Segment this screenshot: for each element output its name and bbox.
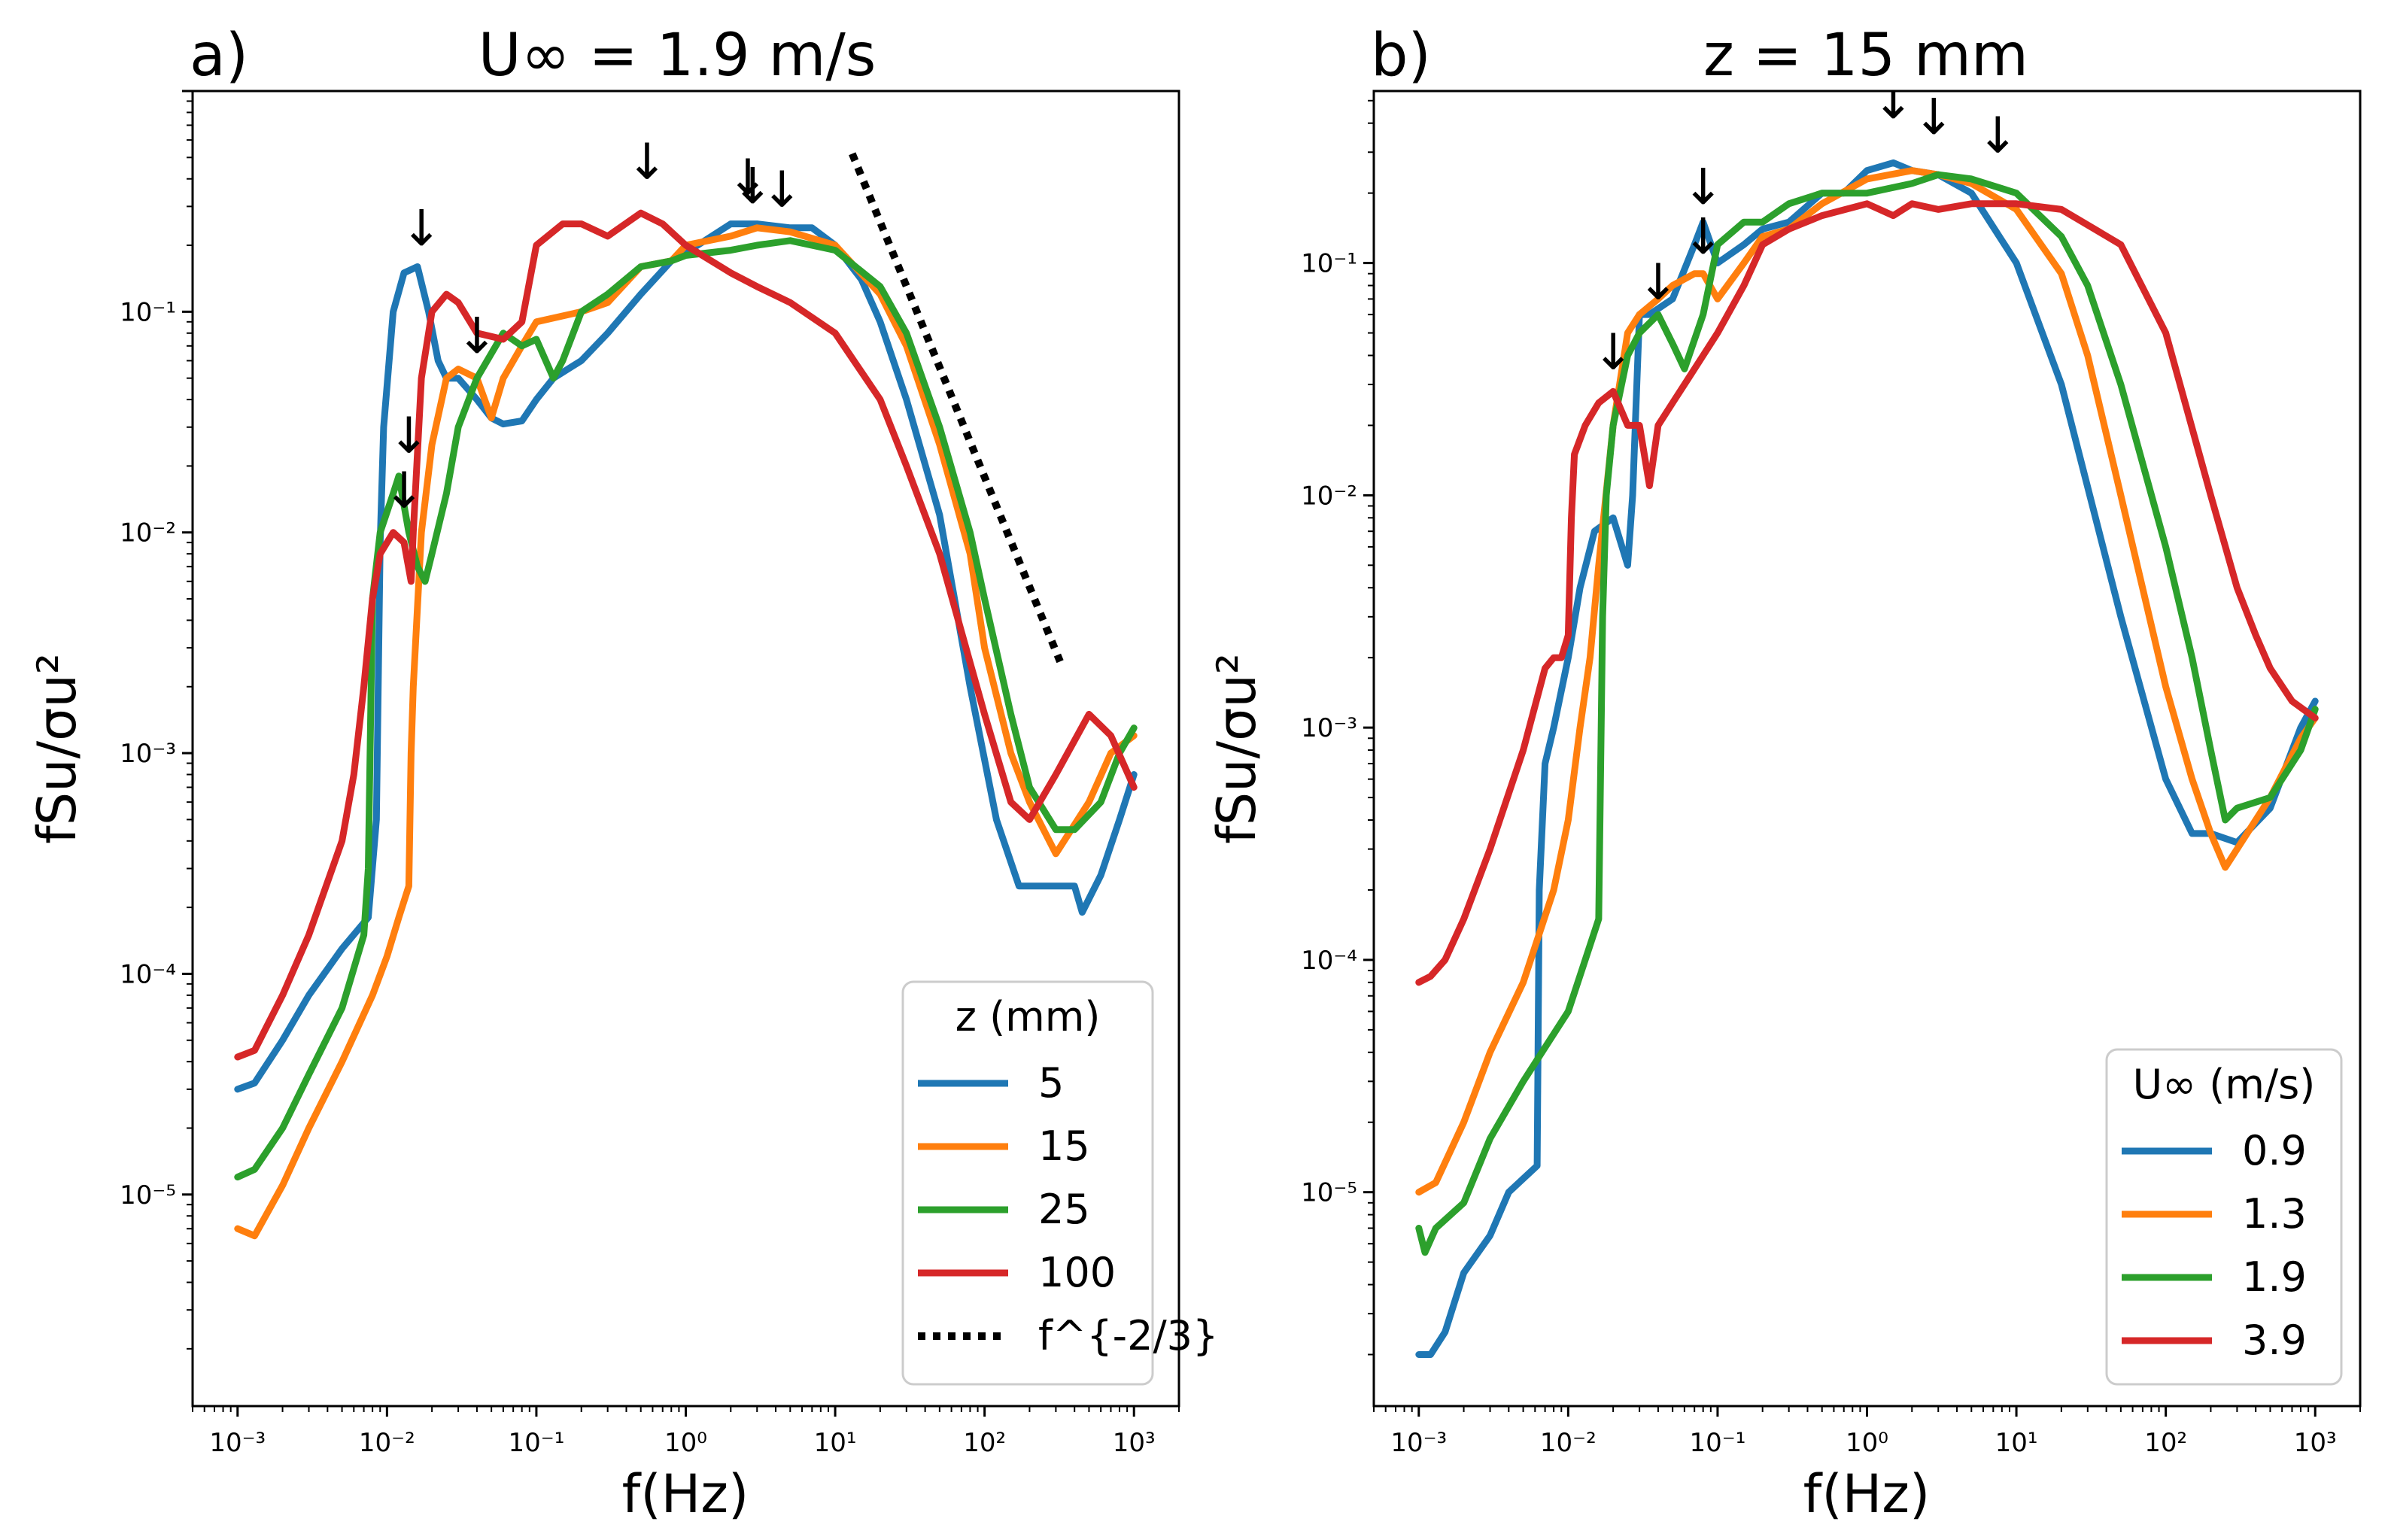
panel-b-series-1.3 xyxy=(1415,167,2319,1196)
panel-b-title: z = 15 mm xyxy=(1703,22,2028,90)
panel-a-series-5 xyxy=(234,220,1138,1093)
panel-b-arrow-annotation: ↓ xyxy=(1913,88,1955,146)
panel-b-label: b) xyxy=(1371,22,1431,90)
panel-a-y-tick-label: 10⁻⁴ xyxy=(120,959,176,989)
panel-b-arrow-annotation: ↓ xyxy=(1682,208,1724,266)
panel-a-arrow-annotation: ↓ xyxy=(626,133,667,191)
panel-b-series-1.9 xyxy=(1415,171,2319,1256)
panel-a-title: U∞ = 1.9 m/s xyxy=(479,22,877,90)
panel-b-arrow-annotation: ↓ xyxy=(1637,253,1679,311)
panel-a-y-tick-label: 10⁻³ xyxy=(120,739,176,769)
panel-a-plot-area: ↓↓↓↓↓ ↓↓↓ xyxy=(234,133,1138,1240)
panel-a-x-tick-label: 10⁻² xyxy=(359,1428,415,1458)
panel-b-legend-label: 3.9 xyxy=(2242,1317,2307,1364)
panel-a-y-axis-label: fSu/σu² xyxy=(26,653,88,844)
panel-b-legend: U∞ (m/s) 0.9 1.3 1.9 3.9 xyxy=(2105,1048,2343,1386)
panel-a-x-tick-label: 10² xyxy=(963,1428,1006,1458)
panel-b-arrow-annotation: ↓ xyxy=(1592,323,1633,381)
panel-a-arrow-annotation: ↓ xyxy=(388,407,430,465)
panel-b-legend-label: 0.9 xyxy=(2242,1127,2307,1174)
panel-a-arrow-annotation: ↓ xyxy=(400,199,442,257)
panel-b-arrow-annotation: ↓ xyxy=(1873,72,1914,130)
panel-a-legend-label: 25 xyxy=(1038,1186,1090,1233)
panel-b-legend-box xyxy=(2105,1048,2343,1386)
panel-b-legend-label: 1.3 xyxy=(2242,1190,2307,1238)
panel-b-arrow-annotation: ↓ xyxy=(1977,106,2019,164)
panel-a-label: a) xyxy=(190,22,248,90)
panel-a-series-power-law xyxy=(849,152,1064,664)
panel-a-x-tick-label: 10¹ xyxy=(814,1428,857,1458)
panel-a-arrow-annotation: ↓ xyxy=(456,307,497,365)
panel-b-legend-title: U∞ (m/s) xyxy=(2133,1061,2316,1108)
panel-b-x-tick-label: 10⁻¹ xyxy=(1690,1428,1746,1458)
panel-a-y-tick-label: 10⁻¹ xyxy=(120,297,176,327)
panel-a-x-ticks: 10⁻³ 10⁻² 10⁻¹ 10⁰ 10¹ 10² 10³ xyxy=(192,1406,1180,1458)
panel-a-legend-label: 5 xyxy=(1038,1059,1064,1107)
panel-a-x-tick-label: 10³ xyxy=(1113,1428,1156,1458)
panel-b-y-ticks: 10⁻⁵ 10⁻⁴ 10⁻³ 10⁻² 10⁻¹ xyxy=(1301,99,1374,1356)
panel-b-legend-label: 1.9 xyxy=(2242,1253,2307,1301)
panel-b-x-tick-label: 10⁰ xyxy=(1846,1428,1888,1458)
panel-b-y-tick-label: 10⁻³ xyxy=(1301,713,1357,743)
panel-a-x-tick-label: 10⁻³ xyxy=(209,1428,266,1458)
panel-b-plot-area: ↓↓↓↓↓↓ ↓ xyxy=(1415,72,2319,1358)
panel-b: b) z = 15 mm ↓↓↓↓↓↓ ↓ 10⁻³ 10⁻² 10⁻¹ 10⁰ 10¹ 1… xyxy=(1206,22,2362,1525)
panel-a-series-100 xyxy=(234,209,1138,1061)
panel-a-legend-title: z (mm) xyxy=(956,993,1101,1040)
panel-b-y-tick-label: 10⁻¹ xyxy=(1301,249,1357,279)
panel-b-x-tick-label: 10² xyxy=(2144,1428,2187,1458)
panel-a-arrow-annotation: ↓ xyxy=(727,148,768,206)
panel-b-x-ticks: 10⁻³ 10⁻² 10⁻¹ 10⁰ 10¹ 10² 10³ xyxy=(1373,1406,2361,1458)
panel-b-y-tick-label: 10⁻⁵ xyxy=(1301,1178,1357,1208)
panel-a-legend: z (mm) 5 15 25 100 f^{-2/3} xyxy=(901,980,1218,1386)
panel-a-legend-label: f^{-2/3} xyxy=(1038,1312,1218,1359)
panel-a: a) U∞ = 1.9 m/s ↓↓↓↓↓ ↓↓↓ 10⁻³ 10⁻² 10⁻¹ 10⁰… xyxy=(26,22,1218,1525)
panel-a-arrow-annotation: ↓ xyxy=(761,160,803,218)
panel-b-x-tick-label: 10⁻² xyxy=(1540,1428,1597,1458)
panel-a-y-tick-label: 10⁻⁵ xyxy=(120,1180,176,1210)
panel-a-x-tick-label: 10⁰ xyxy=(664,1428,707,1458)
panel-b-x-tick-label: 10¹ xyxy=(1995,1428,2038,1458)
panel-a-legend-label: 100 xyxy=(1038,1249,1116,1296)
panel-b-x-axis-label: f(Hz) xyxy=(1803,1463,1931,1525)
panel-a-x-tick-label: 10⁻¹ xyxy=(509,1428,565,1458)
panel-a-y-ticks: 10⁻⁵ 10⁻⁴ 10⁻³ 10⁻² 10⁻¹ xyxy=(120,90,193,1350)
panel-a-y-tick-label: 10⁻² xyxy=(120,518,176,548)
panel-b-y-axis-label: fSu/σu² xyxy=(1206,653,1268,844)
panel-b-series-3.9 xyxy=(1415,200,2319,986)
panel-b-y-tick-label: 10⁻⁴ xyxy=(1301,946,1357,976)
panel-a-x-axis-label: f(Hz) xyxy=(622,1463,749,1525)
panel-a-legend-label: 15 xyxy=(1038,1122,1090,1170)
panel-b-y-tick-label: 10⁻² xyxy=(1301,481,1357,511)
panel-a-arrow-annotation: ↓ xyxy=(383,461,424,519)
panel-a-series-15 xyxy=(234,224,1138,1240)
panel-b-x-tick-label: 10⁻³ xyxy=(1390,1428,1447,1458)
panel-b-x-tick-label: 10³ xyxy=(2294,1428,2337,1458)
panel-b-arrow-annotation: ↓ xyxy=(1682,158,1724,216)
panel-a-arrow-annotation: ↓ xyxy=(732,157,773,215)
